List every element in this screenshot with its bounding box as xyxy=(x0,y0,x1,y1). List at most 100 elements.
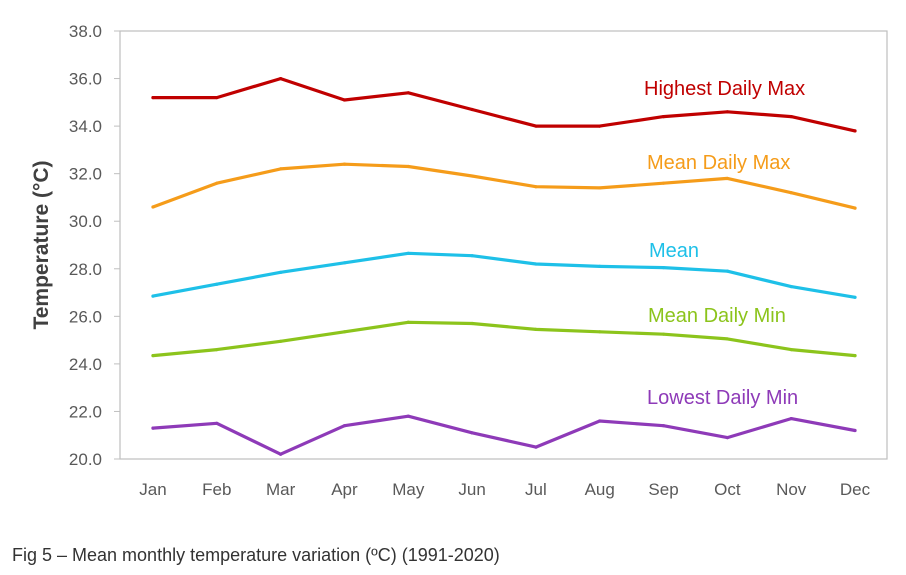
data-point xyxy=(725,269,729,273)
x-tick-label: Aug xyxy=(585,480,615,499)
data-point xyxy=(853,428,857,433)
series-line xyxy=(151,320,857,358)
y-axis-label: Temperature (°C) xyxy=(30,160,53,329)
data-point xyxy=(789,115,793,119)
x-tick-label: Apr xyxy=(331,480,358,499)
data-point xyxy=(534,262,538,266)
series-line xyxy=(151,251,857,299)
data-point xyxy=(342,261,347,265)
data-point xyxy=(151,353,155,358)
data-point xyxy=(661,265,666,270)
y-tick-label: 24.0 xyxy=(69,355,102,374)
data-point xyxy=(470,254,474,258)
data-point xyxy=(853,129,857,133)
data-point xyxy=(406,164,410,169)
data-point xyxy=(279,167,283,171)
series-mean-daily-max xyxy=(151,162,857,210)
data-point xyxy=(661,115,666,119)
x-tick-label: Jun xyxy=(458,480,485,499)
data-point xyxy=(598,330,602,334)
data-point xyxy=(853,353,857,358)
data-point xyxy=(215,421,219,425)
data-point xyxy=(661,424,666,428)
data-point xyxy=(215,95,219,100)
y-tick-label: 32.0 xyxy=(69,165,102,184)
data-point xyxy=(406,251,410,255)
series-label: Mean xyxy=(649,240,699,262)
data-point xyxy=(853,295,857,299)
data-point xyxy=(534,185,538,189)
x-tick-label: Mar xyxy=(266,480,296,499)
data-point xyxy=(661,181,666,185)
data-point xyxy=(789,191,793,195)
x-tick-label: Feb xyxy=(202,480,231,499)
data-point xyxy=(470,107,474,112)
data-point xyxy=(215,348,219,352)
data-point xyxy=(151,294,155,298)
series-label: Highest Daily Max xyxy=(644,78,805,100)
data-point xyxy=(342,98,347,102)
series-labels: Highest Daily Max Mean Daily Max Mean Mean … xyxy=(644,78,805,409)
series-label: Lowest Daily Min xyxy=(647,387,798,409)
y-tick-label: 36.0 xyxy=(69,70,102,89)
x-tick-label: May xyxy=(392,480,425,499)
data-point xyxy=(534,327,538,332)
y-tick-label: 20.0 xyxy=(69,450,102,469)
y-tick-label: 22.0 xyxy=(69,402,102,421)
figure-caption: Fig 5 – Mean monthly temperature variati… xyxy=(12,545,500,565)
data-point xyxy=(215,181,219,185)
x-tick-label: Jan xyxy=(139,480,166,499)
data-point xyxy=(470,431,474,435)
data-point xyxy=(279,270,283,274)
data-point xyxy=(661,332,666,336)
data-point xyxy=(342,424,347,428)
plot-area xyxy=(119,30,888,460)
y-tick-label: 30.0 xyxy=(69,212,102,231)
series-label: Mean Daily Max xyxy=(647,152,790,174)
series-line xyxy=(151,162,857,210)
data-point xyxy=(598,186,602,190)
data-point xyxy=(342,330,347,334)
y-tick-label: 26.0 xyxy=(69,307,102,326)
data-point xyxy=(279,452,283,456)
data-point xyxy=(151,95,155,100)
data-point xyxy=(598,264,602,268)
data-point xyxy=(534,445,538,449)
x-tick-label: Sep xyxy=(648,480,678,499)
x-tick-label: Jul xyxy=(525,480,547,499)
data-point xyxy=(598,124,602,128)
data-point xyxy=(789,348,793,352)
series-lines xyxy=(151,76,857,456)
temperature-line-chart: 20.0 22.0 24.0 26.0 28.0 30.0 32.0 34.0 36.0 38.0… xyxy=(30,22,888,499)
data-point xyxy=(406,91,410,95)
data-point xyxy=(470,174,474,178)
data-point xyxy=(789,416,793,421)
y-tick-label: 28.0 xyxy=(69,260,102,279)
series-highest-daily-max xyxy=(151,76,857,133)
data-point xyxy=(470,321,474,326)
data-point xyxy=(725,337,729,341)
series-mean-daily-min xyxy=(151,320,857,358)
data-point xyxy=(406,414,410,418)
x-tick-label: Oct xyxy=(714,480,741,499)
series-line xyxy=(151,76,857,133)
plot-border xyxy=(119,30,888,460)
data-point xyxy=(215,282,219,286)
data-point xyxy=(725,110,729,114)
x-tick-label: Dec xyxy=(840,480,871,499)
data-point xyxy=(279,339,283,343)
series-label: Mean Daily Min xyxy=(648,305,786,327)
data-point xyxy=(151,426,155,430)
data-point xyxy=(151,205,155,209)
data-point xyxy=(342,162,347,166)
data-point xyxy=(725,436,729,440)
data-point xyxy=(789,285,793,289)
data-point xyxy=(853,206,857,210)
data-point xyxy=(534,124,538,128)
y-tick-label: 34.0 xyxy=(69,117,102,136)
data-point xyxy=(725,176,729,181)
series-lowest-daily-min xyxy=(151,414,857,456)
series-line xyxy=(151,414,857,456)
x-tick-label: Nov xyxy=(776,480,807,499)
data-point xyxy=(406,320,410,324)
